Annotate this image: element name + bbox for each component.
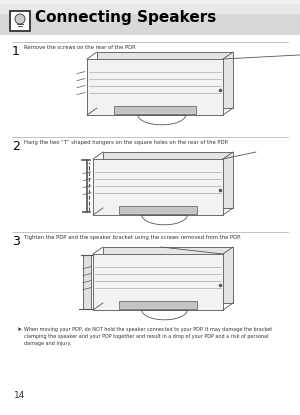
Circle shape: [15, 14, 25, 24]
Polygon shape: [93, 254, 223, 310]
FancyBboxPatch shape: [0, 0, 300, 35]
Polygon shape: [103, 247, 233, 303]
Text: Hang the two “T” shaped hangers on the square holes on the rear of the PDP.: Hang the two “T” shaped hangers on the s…: [24, 140, 228, 145]
Text: 2: 2: [12, 140, 20, 153]
Text: Tighten the PDP and the speaker bracket using the screws removed from the PDP.: Tighten the PDP and the speaker bracket …: [24, 235, 241, 240]
Text: 3: 3: [12, 235, 20, 248]
Text: 1: 1: [12, 45, 20, 58]
Polygon shape: [119, 301, 197, 309]
FancyBboxPatch shape: [0, 0, 300, 14]
FancyBboxPatch shape: [0, 0, 300, 4]
Polygon shape: [87, 59, 223, 115]
Polygon shape: [114, 106, 196, 114]
Text: 14: 14: [14, 391, 26, 400]
Text: Connecting Speakers: Connecting Speakers: [35, 10, 216, 25]
Text: ➤: ➤: [16, 327, 21, 332]
Polygon shape: [119, 206, 197, 214]
Polygon shape: [97, 52, 233, 108]
Text: Remove the screws on the rear of the PDP.: Remove the screws on the rear of the PDP…: [24, 45, 136, 50]
FancyBboxPatch shape: [10, 11, 30, 31]
Polygon shape: [93, 159, 223, 215]
FancyBboxPatch shape: [83, 255, 91, 309]
Text: When moving your PDP, do NOT hold the speaker connected to your PDP. It may dama: When moving your PDP, do NOT hold the sp…: [24, 327, 272, 346]
Polygon shape: [103, 152, 233, 208]
